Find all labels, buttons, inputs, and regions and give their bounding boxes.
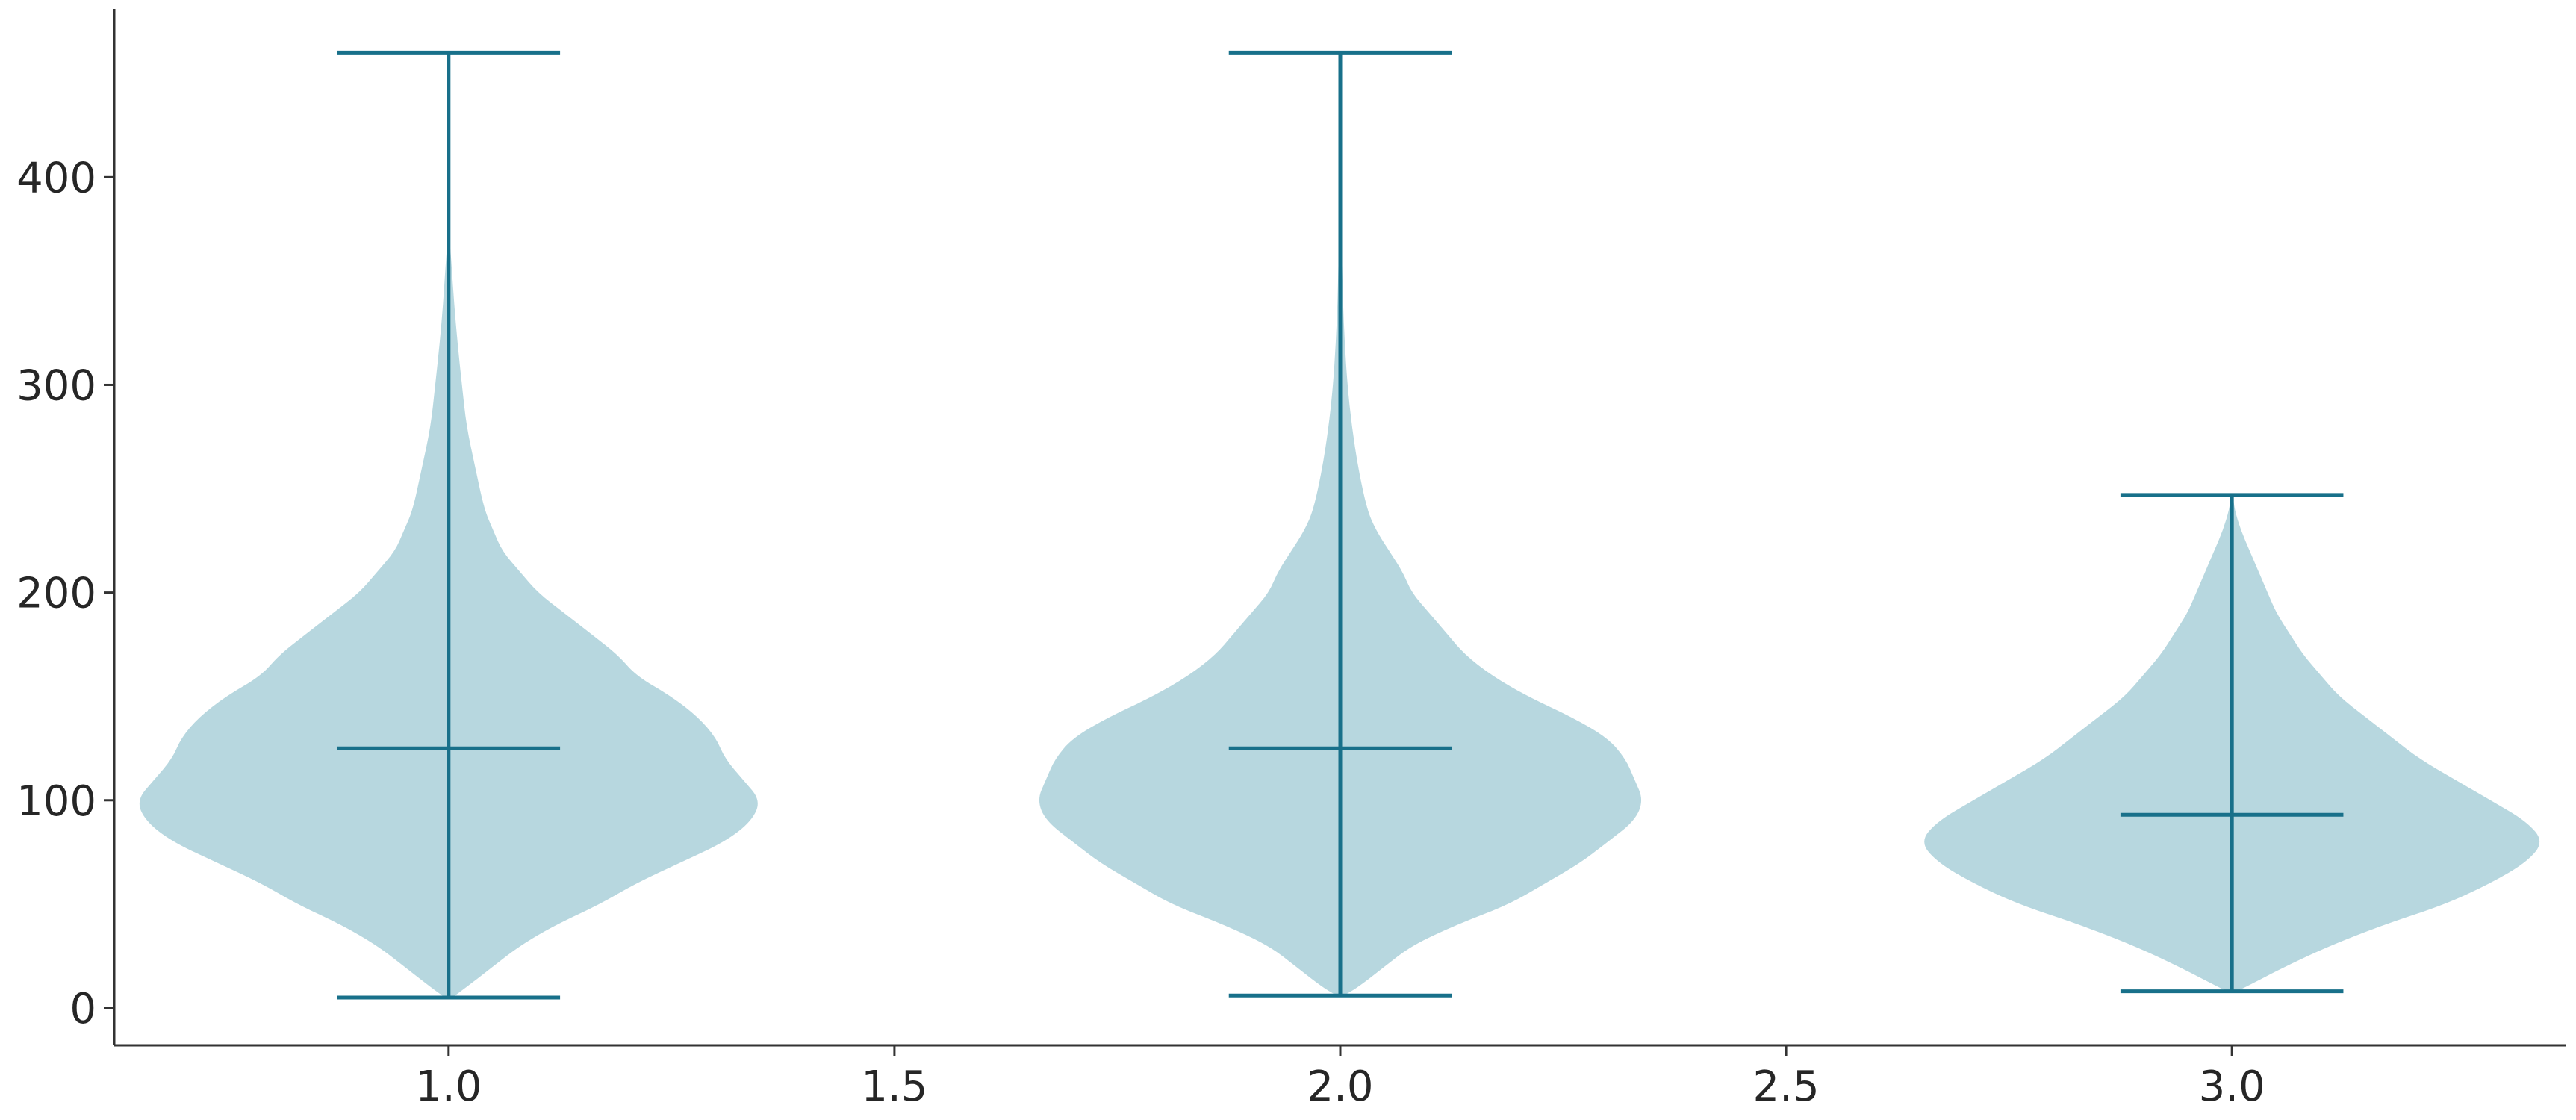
y-tick-label: 200 (16, 570, 96, 618)
x-tick-label: 2.5 (1753, 1063, 1820, 1111)
y-tick-label: 300 (16, 361, 96, 410)
x-tick-label: 2.0 (1307, 1063, 1373, 1111)
x-tick-label: 1.0 (415, 1063, 482, 1111)
x-tick-label: 3.0 (2199, 1063, 2265, 1111)
violins-group (139, 50, 2540, 1000)
y-ticks-group: 0 100 200 300 400 (16, 154, 114, 1033)
x-ticks-group: 1.0 1.5 2.0 2.5 3.0 (415, 1045, 2265, 1111)
y-tick-label: 100 (16, 777, 96, 826)
x-tick-label: 1.5 (861, 1063, 927, 1111)
y-tick-label: 400 (16, 154, 96, 202)
y-tick-label: 0 (69, 985, 96, 1033)
